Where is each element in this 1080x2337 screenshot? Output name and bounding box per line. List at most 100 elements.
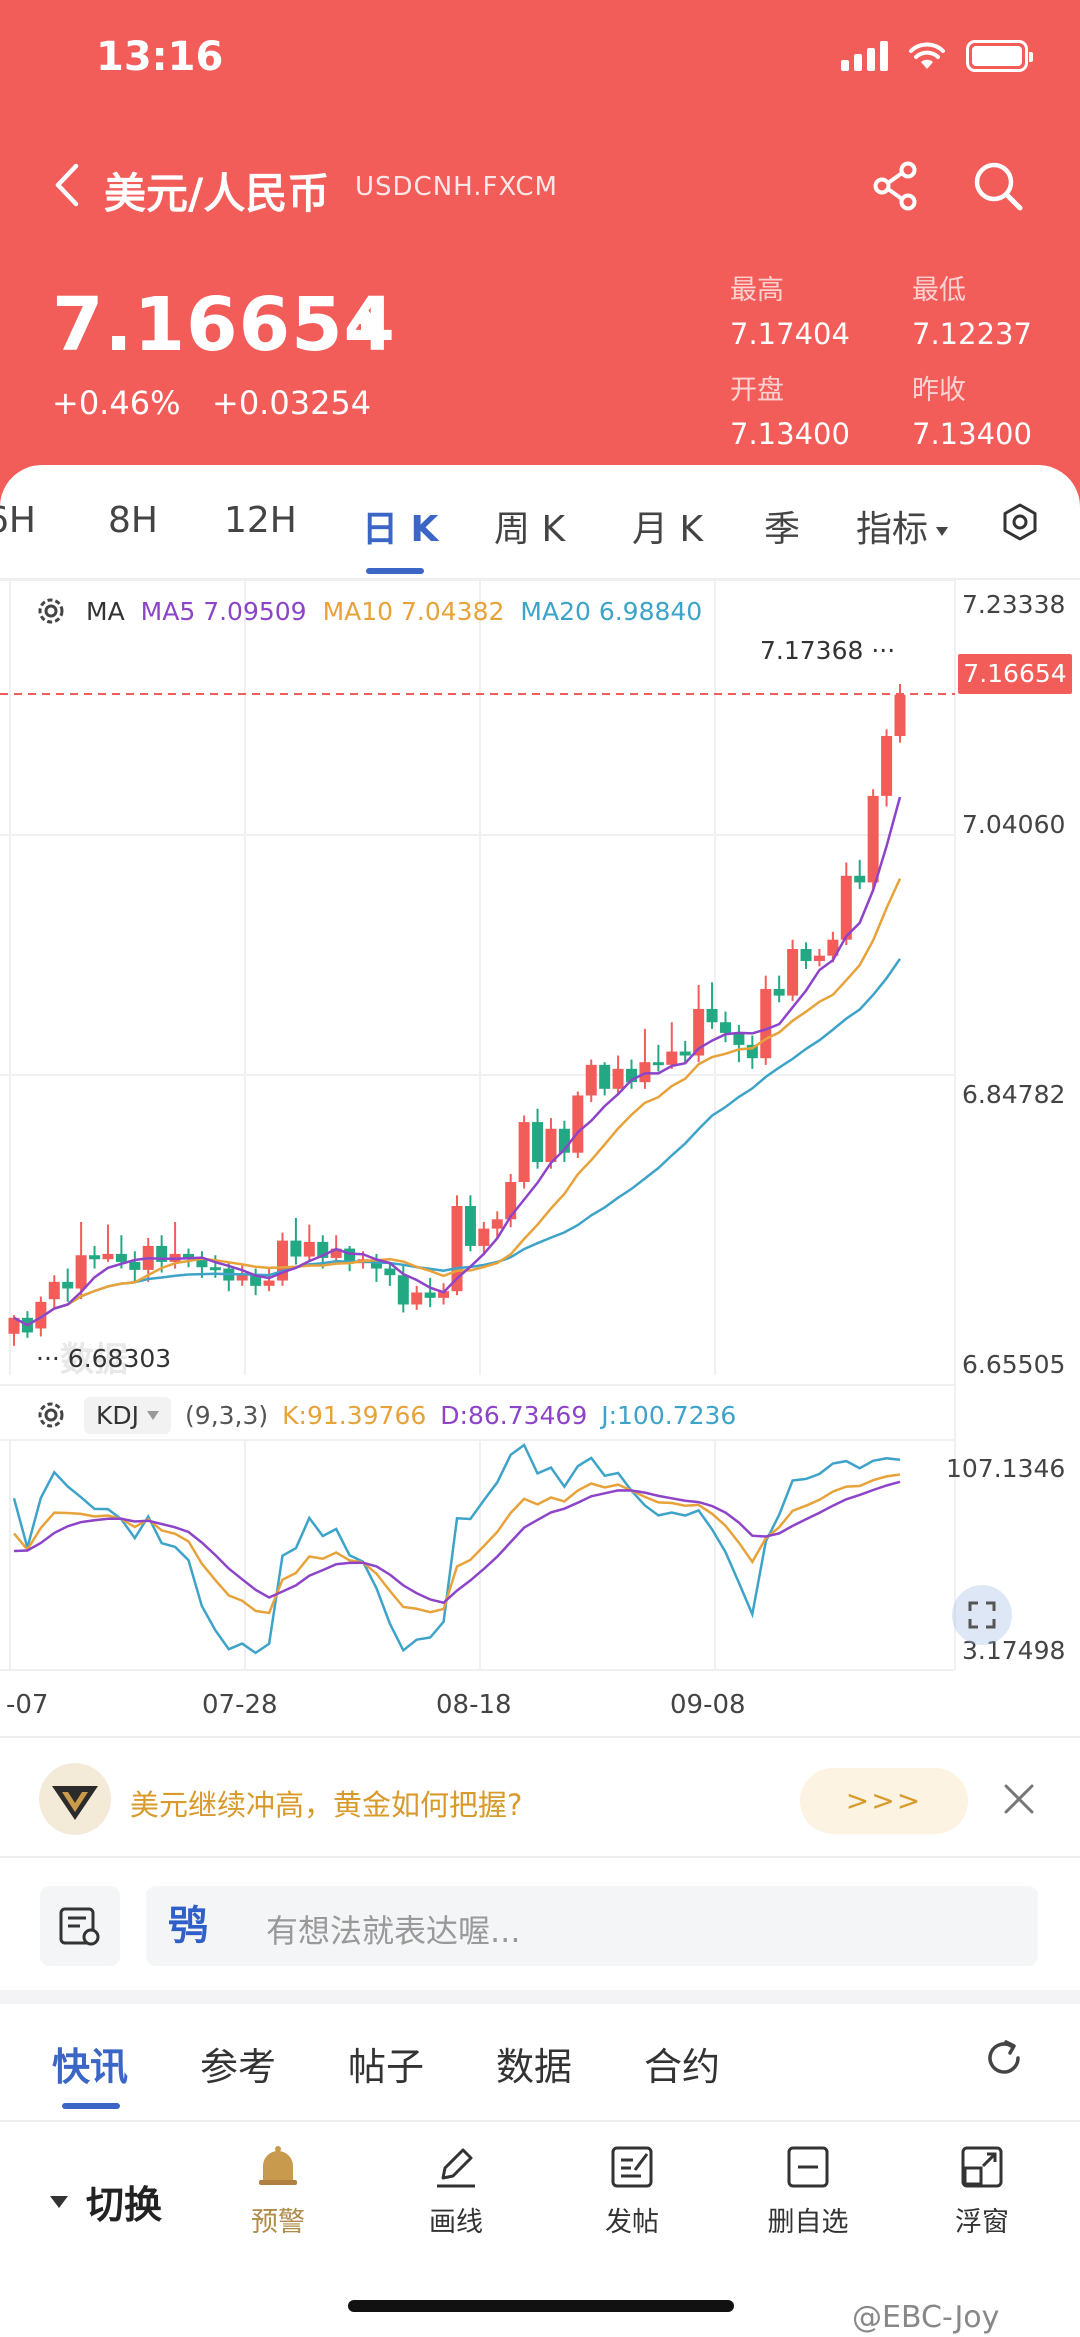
fullscreen-icon <box>968 1601 996 1629</box>
alert-button[interactable]: 预警 <box>218 2142 338 2239</box>
active-tab-underline <box>366 568 424 574</box>
remove-watchlist-button[interactable]: 删自选 <box>748 2142 868 2239</box>
candle-body-17 <box>236 1275 248 1281</box>
low-marker-value: 6.68303 <box>67 1344 172 1373</box>
stat-prev-label: 昨收 <box>912 375 966 406</box>
date-label-2: 07-28 <box>202 1690 278 1720</box>
candle-body-18 <box>250 1275 262 1286</box>
tab-contracts[interactable]: 合约 <box>644 2045 721 2089</box>
stat-open-value: 7.13400 <box>730 417 850 451</box>
draw-line-button[interactable]: 画线 <box>396 2142 516 2239</box>
post-button[interactable]: 发帖 <box>572 2142 692 2239</box>
candle-body-39 <box>532 1122 544 1163</box>
tab-day-k[interactable]: 日 K <box>362 509 439 550</box>
banner-text[interactable]: 美元继续冲高，黄金如何把握? <box>130 1788 523 1822</box>
chart-settings-icon[interactable] <box>1000 502 1040 542</box>
stat-low: 最低 7.12237 <box>912 268 1032 351</box>
y-label-3: 6.84782 <box>962 1080 1066 1109</box>
ma-label: MA <box>86 596 125 626</box>
dropdown-icon <box>936 526 949 536</box>
content-tab-underline <box>62 2103 120 2109</box>
tab-quarter[interactable]: 季 <box>764 509 801 550</box>
candle-body-2 <box>35 1301 47 1329</box>
share-icon[interactable] <box>868 158 924 214</box>
candle-body-22 <box>303 1241 315 1257</box>
back-icon[interactable] <box>48 162 84 208</box>
remove-watchlist-label: 删自选 <box>767 2207 849 2238</box>
stat-low-label: 最低 <box>912 275 966 306</box>
banner-more-button[interactable]: >>> <box>800 1768 968 1834</box>
floating-window-button[interactable]: 浮窗 <box>922 2142 1042 2239</box>
floating-window-label: 浮窗 <box>955 2207 1009 2238</box>
refresh-icon[interactable] <box>982 2036 1026 2080</box>
kdj-j: J:100.7236 <box>601 1400 737 1430</box>
kdj-k-line <box>13 1473 901 1615</box>
candle-body-11 <box>156 1245 168 1262</box>
tab-8h[interactable]: 8H <box>108 500 158 541</box>
date-label-3: 08-18 <box>436 1690 512 1720</box>
float-window-icon <box>961 2146 1003 2188</box>
kdj-selector[interactable]: KDJ <box>84 1396 172 1434</box>
alert-label: 预警 <box>251 2207 305 2238</box>
low-marker: ··· 6.68303 <box>36 1344 172 1373</box>
logo-icon <box>39 1763 111 1835</box>
change-value: +0.03254 <box>212 384 372 422</box>
switch-dropdown-icon <box>50 2195 68 2208</box>
candlestick-chart[interactable] <box>0 578 1080 1740</box>
candle-body-9 <box>129 1261 141 1270</box>
tab-indicators[interactable]: 指标 <box>856 500 949 552</box>
comment-placeholder: 有想法就表达喔... <box>266 1912 521 1950</box>
stat-prev-value: 7.13400 <box>912 417 1032 451</box>
candle-body-58 <box>787 949 799 996</box>
high-marker-value: 7.17368 <box>760 636 864 665</box>
comment-input[interactable]: 鸮 有想法就表达喔... <box>146 1886 1038 1966</box>
signal-icon <box>841 41 888 71</box>
ma20-line <box>13 958 902 1327</box>
candle-body-43 <box>585 1064 597 1096</box>
close-icon[interactable] <box>1002 1782 1036 1816</box>
change-percent: +0.46% <box>52 384 181 422</box>
candle-body-35 <box>478 1228 490 1246</box>
candle-body-65 <box>881 735 893 796</box>
post-label: 发帖 <box>605 2207 659 2238</box>
tab-data[interactable]: 数据 <box>496 2045 573 2089</box>
y-label-2: 7.04060 <box>962 810 1066 839</box>
ma-settings-icon[interactable] <box>32 592 70 630</box>
stat-open: 开盘 7.13400 <box>730 368 850 451</box>
candle-body-13 <box>183 1253 195 1260</box>
kdj-settings-icon[interactable] <box>32 1396 70 1434</box>
candle-body-41 <box>558 1128 570 1153</box>
kdj-legend: KDJ (9,3,3) K:91.39766 D:86.73469 J:100.… <box>32 1396 736 1434</box>
tab-month-k[interactable]: 月 K <box>632 509 704 550</box>
candle-body-57 <box>773 988 785 996</box>
tab-6h[interactable]: 6H <box>0 500 36 541</box>
tab-posts[interactable]: 帖子 <box>348 2045 425 2089</box>
stat-open-label: 开盘 <box>730 375 784 406</box>
minus-box-icon <box>787 2146 829 2188</box>
candle-body-37 <box>505 1182 517 1220</box>
stat-high-label: 最高 <box>730 275 784 306</box>
switch-button[interactable]: 切换 <box>50 2174 162 2229</box>
y-label-bottom: 6.65505 <box>962 1350 1066 1379</box>
kdj-name: KDJ <box>96 1400 140 1430</box>
search-icon[interactable] <box>970 158 1026 214</box>
tab-12h[interactable]: 12H <box>224 500 297 541</box>
candle-body-33 <box>451 1205 463 1292</box>
fullscreen-button[interactable] <box>952 1585 1012 1645</box>
candle-body-36 <box>491 1219 503 1229</box>
candle-body-24 <box>330 1248 342 1258</box>
candle-body-62 <box>840 875 852 940</box>
bell-icon <box>259 2146 297 2185</box>
candle-body-59 <box>800 949 812 961</box>
high-marker: 7.17368 ··· <box>760 636 896 665</box>
emoji-badge-icon[interactable]: 鸮 <box>168 1903 208 1949</box>
news-banner[interactable]: 美元继续冲高，黄金如何把握? >>> <box>0 1746 1080 1856</box>
home-indicator <box>348 2300 734 2312</box>
ma20-value: MA20 6.98840 <box>520 596 703 626</box>
tab-week-k[interactable]: 周 K <box>494 509 566 550</box>
candle-body-31 <box>424 1292 436 1298</box>
note-button[interactable] <box>40 1886 120 1966</box>
tab-flash-news[interactable]: 快讯 <box>52 2045 129 2089</box>
candle-body-8 <box>115 1253 127 1262</box>
tab-reference[interactable]: 参考 <box>200 2045 277 2089</box>
